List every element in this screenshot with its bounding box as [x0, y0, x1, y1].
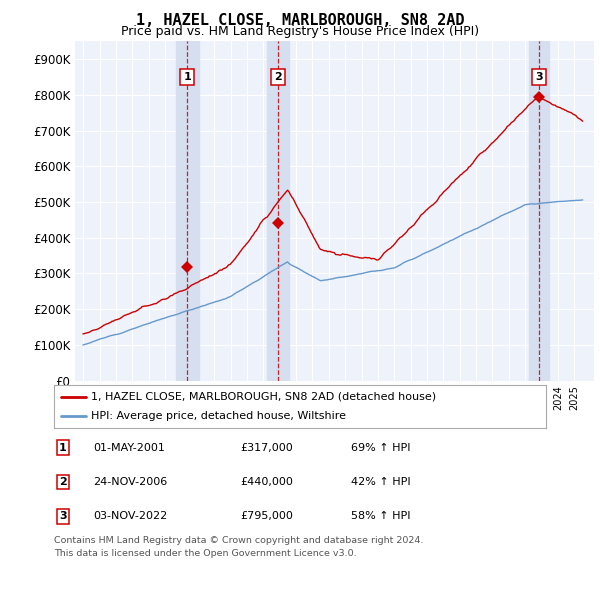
Text: 1: 1 — [59, 443, 67, 453]
Bar — [529, 41, 548, 381]
Text: £317,000: £317,000 — [240, 443, 293, 453]
Text: 3: 3 — [59, 512, 67, 521]
Text: 58% ↑ HPI: 58% ↑ HPI — [351, 512, 410, 521]
Text: £795,000: £795,000 — [240, 512, 293, 521]
Text: 1, HAZEL CLOSE, MARLBOROUGH, SN8 2AD (detached house): 1, HAZEL CLOSE, MARLBOROUGH, SN8 2AD (de… — [91, 392, 436, 402]
Text: 03-NOV-2022: 03-NOV-2022 — [93, 512, 167, 521]
Text: 2: 2 — [274, 72, 282, 82]
Text: 69% ↑ HPI: 69% ↑ HPI — [351, 443, 410, 453]
Bar — [266, 41, 289, 381]
Text: Price paid vs. HM Land Registry's House Price Index (HPI): Price paid vs. HM Land Registry's House … — [121, 25, 479, 38]
Text: 1: 1 — [184, 72, 191, 82]
Text: 1, HAZEL CLOSE, MARLBOROUGH, SN8 2AD: 1, HAZEL CLOSE, MARLBOROUGH, SN8 2AD — [136, 13, 464, 28]
Text: 2: 2 — [59, 477, 67, 487]
Text: 42% ↑ HPI: 42% ↑ HPI — [351, 477, 410, 487]
Text: 24-NOV-2006: 24-NOV-2006 — [93, 477, 167, 487]
Text: HPI: Average price, detached house, Wiltshire: HPI: Average price, detached house, Wilt… — [91, 411, 346, 421]
Text: 01-MAY-2001: 01-MAY-2001 — [93, 443, 165, 453]
Text: Contains HM Land Registry data © Crown copyright and database right 2024.: Contains HM Land Registry data © Crown c… — [54, 536, 424, 545]
Text: £440,000: £440,000 — [240, 477, 293, 487]
Text: This data is licensed under the Open Government Licence v3.0.: This data is licensed under the Open Gov… — [54, 549, 356, 558]
Bar — [176, 41, 199, 381]
Text: 3: 3 — [535, 72, 542, 82]
